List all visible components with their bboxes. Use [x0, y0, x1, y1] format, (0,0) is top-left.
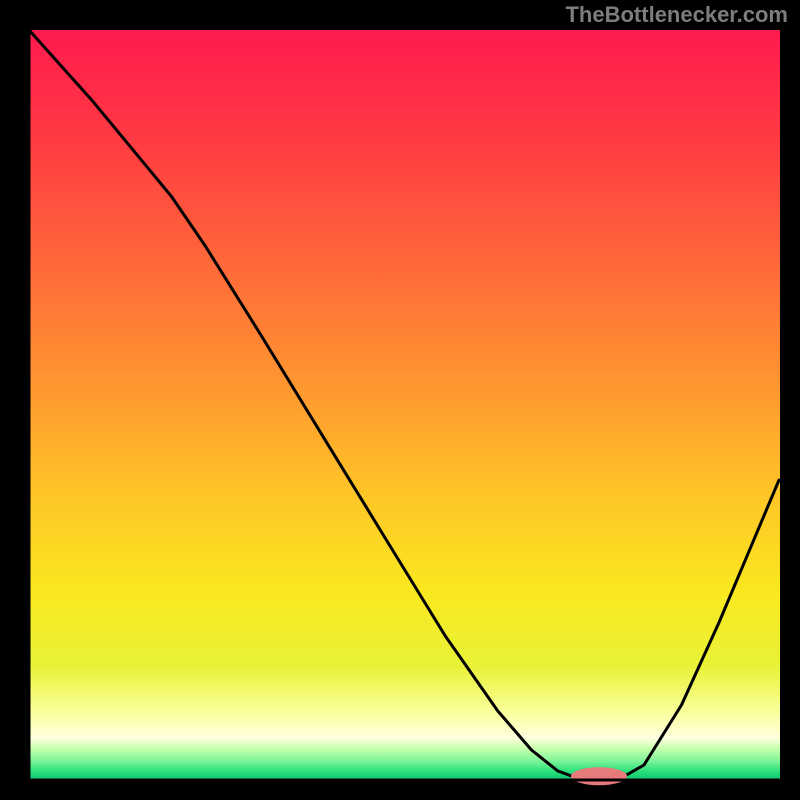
optimal-marker: [571, 767, 627, 785]
chart-container: TheBottlenecker.com: [0, 0, 800, 800]
bottleneck-chart: [0, 0, 800, 800]
watermark-label: TheBottlenecker.com: [565, 2, 788, 28]
